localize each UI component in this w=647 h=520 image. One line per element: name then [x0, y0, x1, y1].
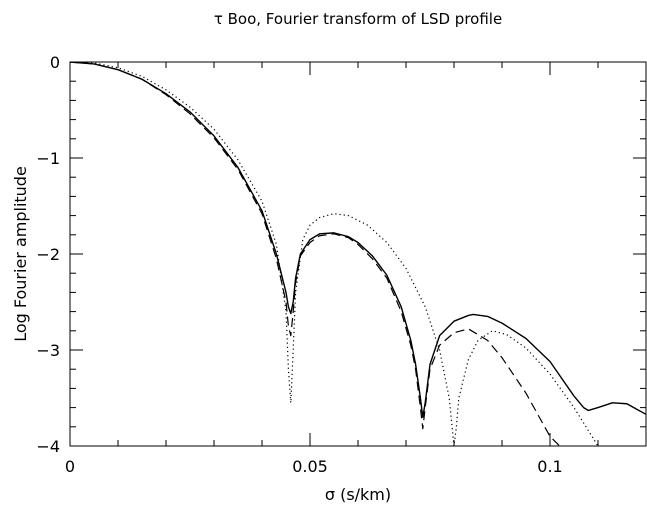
x-axis-label: σ (s/km) [325, 485, 391, 504]
series-line-dotted [70, 62, 599, 446]
y-tick-label: −4 [36, 437, 60, 456]
y-tick-label: 0 [50, 53, 60, 72]
x-tick-label: 0.1 [537, 457, 562, 476]
x-tick-label: 0 [65, 457, 75, 476]
axis-ticks [69, 61, 647, 447]
y-tick-label: −3 [36, 341, 60, 360]
series-lines [70, 62, 647, 446]
tick-labels: 0 0.05 0.1 0 −1 −2 −3 −4 [36, 53, 562, 476]
y-tick-label: −2 [36, 245, 60, 264]
y-axis-label: Log Fourier amplitude [11, 166, 30, 342]
y-tick-label: −1 [36, 149, 60, 168]
series-line-solid [70, 62, 647, 418]
x-tick-label: 0.05 [292, 457, 328, 476]
chart-title: τ Boo, Fourier transform of LSD profile [214, 10, 502, 28]
series-line-dashed [70, 62, 561, 446]
